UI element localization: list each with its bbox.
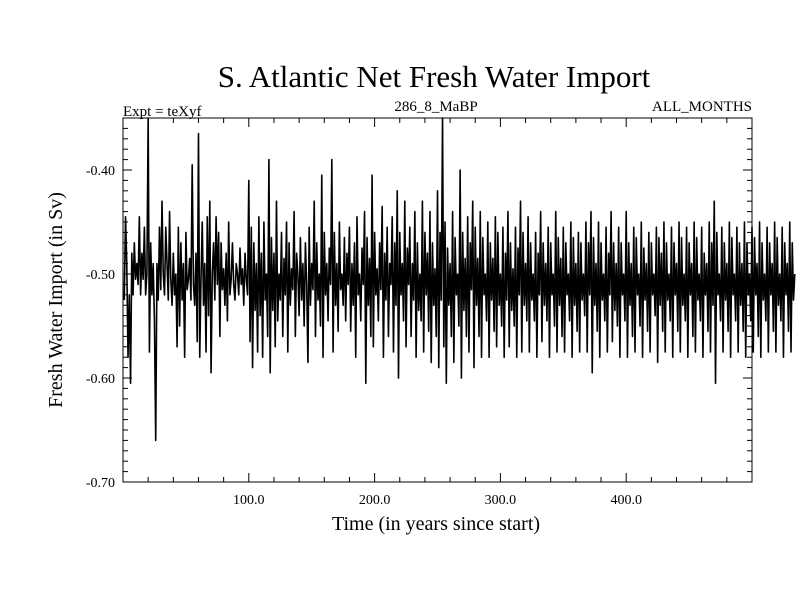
series-layer [123, 117, 796, 442]
x-tick-label: 400.0 [610, 493, 642, 508]
chart-subtitle-right: ALL_MONTHS [652, 99, 752, 115]
y-tick-label: -0.70 [86, 476, 115, 491]
chart-subtitle-center: 286_8_MaBP [394, 99, 477, 115]
y-tick-label: -0.40 [86, 164, 115, 179]
x-axis-label: Time (in years since start) [332, 513, 540, 535]
y-tick-label: -0.50 [86, 268, 115, 283]
x-tick-label: 200.0 [359, 493, 391, 508]
chart-subtitle-left: Expt = teXyf [123, 104, 201, 120]
series-line-0 [123, 117, 796, 442]
chart-title: S. Atlantic Net Fresh Water Import [218, 59, 651, 94]
x-tick-label: 300.0 [485, 493, 517, 508]
x-axis-ticks: 100.0 200.0 300.0 400.0 [122, 118, 753, 508]
y-axis-ticks: -0.40 -0.50 -0.60 -0.70 [86, 117, 752, 491]
y-tick-label: -0.60 [86, 372, 115, 387]
y-axis-label: Fresh Water Import (in Sv) [45, 192, 67, 408]
x-tick-label: 100.0 [233, 493, 265, 508]
